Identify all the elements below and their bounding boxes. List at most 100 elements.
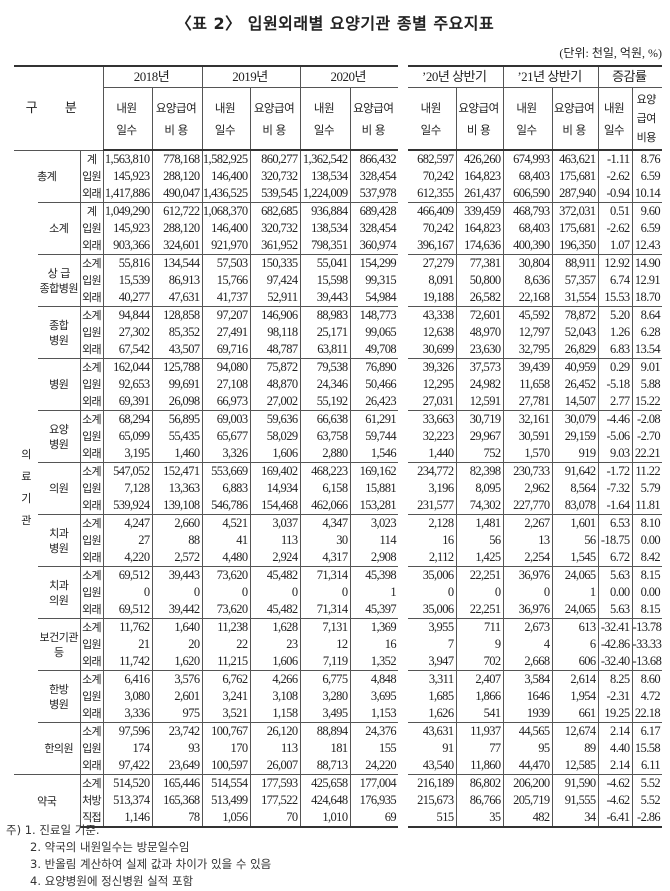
column-gap (398, 670, 408, 688)
value-cell: 97,422 (102, 757, 152, 775)
value-cell: 4,317 (299, 549, 350, 567)
value-cell: 32,795 (502, 341, 553, 359)
column-gap (398, 289, 408, 307)
value-cell: 16 (442, 533, 454, 547)
value-cell: 482 (502, 809, 553, 828)
value-cell: 48,787 (249, 341, 300, 359)
table-row: 처방 513,374 165,368 513,499 177,522 424,648 176… (14, 792, 663, 809)
value-cell: 1939 (502, 705, 553, 723)
value-cell: 0.00 (631, 532, 663, 549)
value-cell: 2.14 (597, 757, 633, 775)
column-gap (398, 66, 408, 150)
table-row: 입원 27,302 85,352 27,491 98,118 25,171 99,065 12… (14, 324, 663, 341)
value-cell: 400,390 (502, 237, 553, 255)
value-cell: 99,691 (151, 376, 202, 393)
value-cell: 361,952 (249, 237, 300, 255)
value-cell: 2,601 (151, 688, 202, 705)
table-row: 상 급 종합병원 소계 55,816 134,544 57,503 150,335 55,04… (14, 254, 663, 307)
value-cell: -2.86 (631, 809, 663, 828)
value-cell: 56 (455, 532, 504, 549)
value-cell: 903,366 (102, 237, 152, 255)
value-cell: 77 (455, 740, 504, 757)
value-cell: 3,955 (408, 618, 456, 636)
column-gap (398, 341, 408, 359)
benefit-cost-header: 요양급여 비 용 (151, 87, 202, 151)
value-cell: 1,224,009 (299, 185, 350, 203)
value-cell: 8.76 (631, 149, 663, 168)
value-cell: 24,220 (349, 757, 398, 775)
value-cell: 2,267 (502, 514, 553, 532)
row-type-label: 외래 (79, 393, 103, 411)
value-cell: 661 (551, 705, 599, 723)
value-cell: 26,120 (249, 722, 300, 740)
group-label: 치과 병원 (38, 514, 80, 567)
value-cell: 11,860 (455, 757, 504, 775)
value-cell: 29,159 (551, 428, 599, 445)
value-cell: 26,423 (349, 393, 398, 411)
value-cell: 1,146 (102, 809, 152, 828)
value-cell: 5.20 (597, 306, 633, 324)
value-cell: 139,108 (151, 497, 202, 515)
value-cell: -32.41 (597, 618, 633, 636)
value-cell: 1,606 (249, 653, 300, 671)
group-label-line: 상 급 (47, 266, 71, 280)
value-cell: 55,816 (102, 254, 152, 272)
value-cell: 37,573 (455, 358, 504, 376)
value-cell: 145,923 (102, 168, 152, 185)
value-cell: 866,432 (349, 149, 398, 168)
value-cell: 30,719 (455, 410, 504, 428)
value-cell: 466,409 (408, 202, 456, 220)
value-cell: 15.58 (631, 740, 663, 757)
value-cell: 513,499 (201, 792, 250, 809)
value-cell: 1,056 (201, 809, 250, 828)
value-cell: 26,829 (551, 341, 599, 359)
value-cell: 1,369 (349, 618, 398, 636)
value-cell: 2,908 (349, 549, 398, 567)
value-cell: 1,685 (428, 689, 454, 703)
value-cell: 3,336 (102, 705, 152, 723)
value-cell: 0.00 (597, 584, 633, 601)
value-cell: 6.59 (631, 168, 663, 185)
value-cell: 11,215 (201, 653, 250, 671)
value-cell: 50,466 (349, 376, 398, 393)
value-cell: 8,636 (502, 272, 553, 289)
value-cell: 15,881 (349, 480, 398, 497)
row-type-label: 외래 (79, 341, 103, 359)
value-cell: -2.08 (631, 410, 663, 428)
value-cell: 6 (551, 636, 599, 653)
value-cell: 11.22 (631, 462, 663, 480)
value-cell: 88,983 (299, 306, 350, 324)
value-cell: 1,425 (455, 549, 504, 567)
value-cell: 146,400 (201, 220, 250, 237)
value-cell: 175,681 (551, 168, 599, 185)
value-cell: 13,363 (151, 480, 202, 497)
value-cell: 2,614 (551, 670, 599, 688)
value-cell: 31,554 (551, 289, 599, 307)
value-cell: 674,993 (502, 149, 553, 168)
value-cell: 24,346 (299, 376, 350, 393)
value-cell: 61,291 (349, 410, 398, 428)
value-cell: 3,241 (201, 688, 250, 705)
column-gap (398, 514, 408, 532)
value-cell: 57,503 (201, 254, 250, 272)
value-cell: 14,507 (551, 393, 599, 411)
value-cell: 541 (455, 705, 504, 723)
table-title: 〈표 2〉 입원외래별 요양기관 종별 주요지표 (175, 14, 495, 33)
value-cell: 19,188 (422, 290, 454, 304)
column-gap (398, 601, 408, 619)
value-cell: 78,872 (551, 306, 599, 324)
value-cell: 4.72 (631, 688, 663, 705)
value-cell: 1,563,810 (102, 149, 152, 168)
value-cell: 27,002 (249, 393, 300, 411)
value-cell: 936,884 (299, 202, 350, 220)
value-cell: 2,128 (408, 514, 456, 532)
period-header: 2020년 (299, 65, 398, 88)
value-cell: -13.68 (631, 653, 663, 671)
value-cell: 1,582,925 (201, 149, 250, 168)
value-cell: 30 (299, 532, 350, 549)
value-cell: 3,521 (201, 705, 250, 723)
value-cell: 26,582 (455, 289, 504, 307)
value-cell: 328,454 (349, 168, 398, 185)
row-type-label: 소계 (79, 618, 103, 636)
value-cell: 5.63 (597, 601, 633, 619)
